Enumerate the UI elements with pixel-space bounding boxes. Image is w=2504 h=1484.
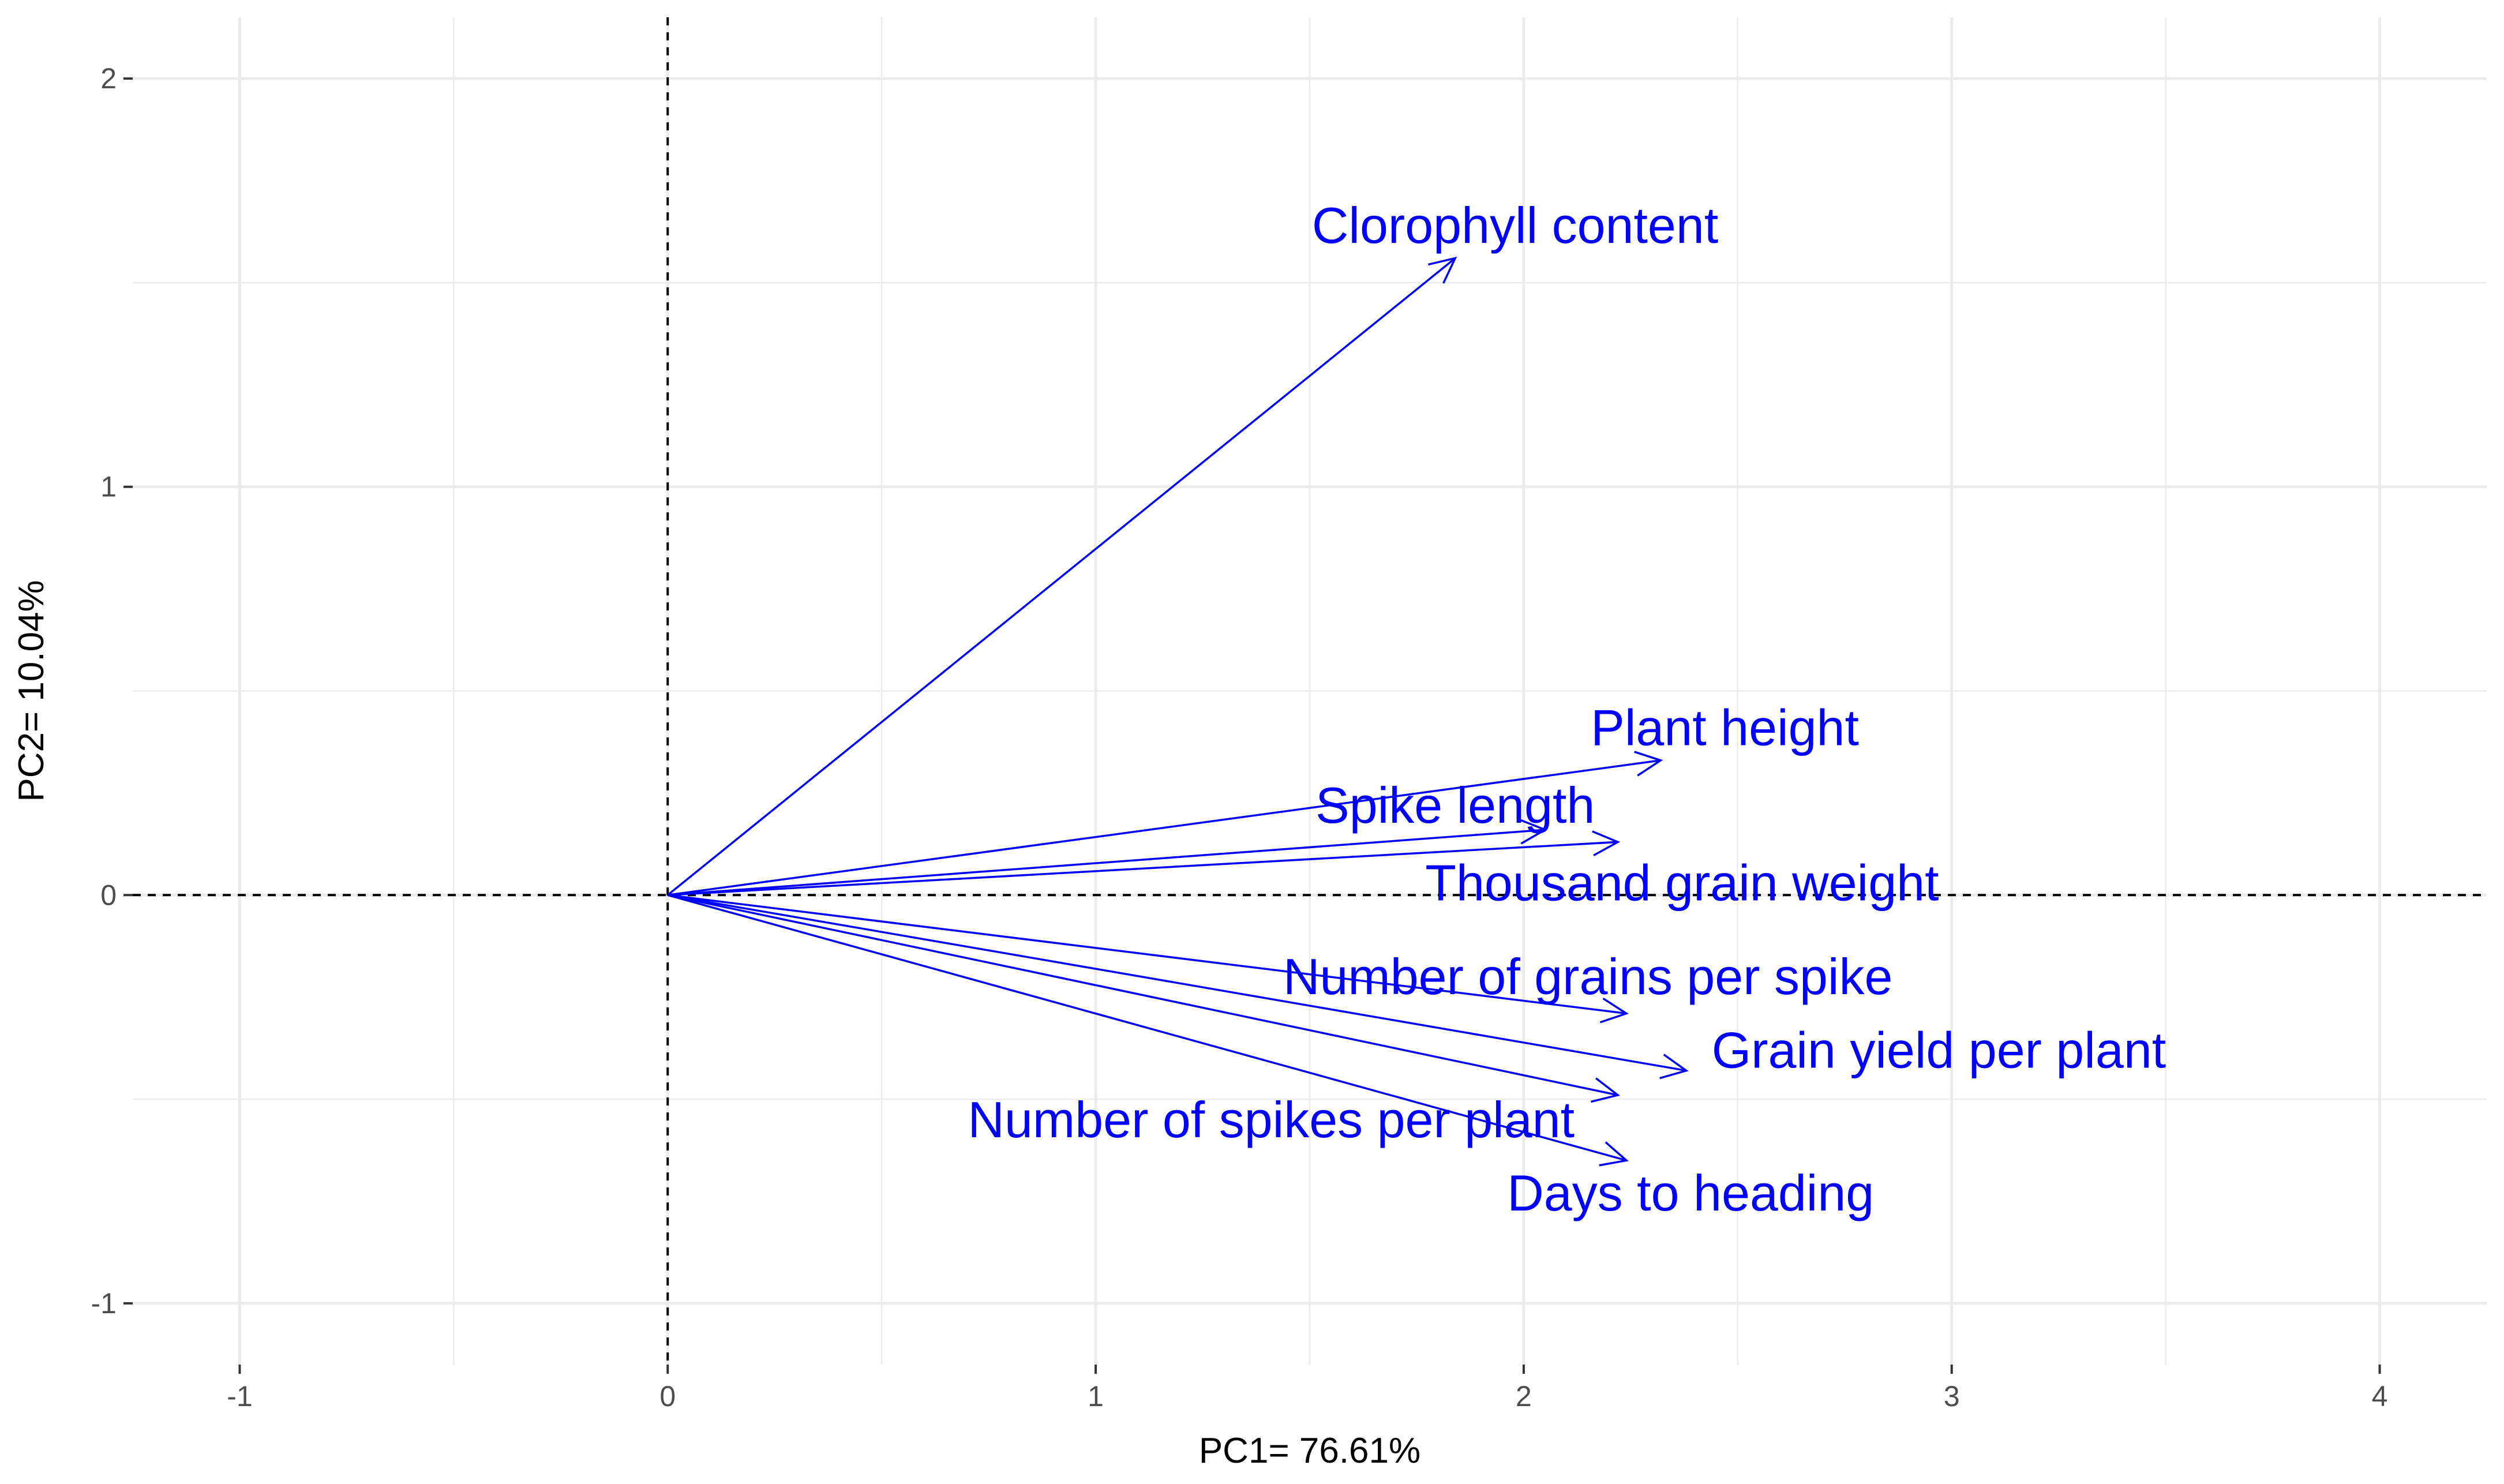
arrowhead-plant-height	[1634, 751, 1663, 777]
vector-days-to-heading	[667, 894, 1627, 1161]
x-axis-title: PC1= 76.61%	[1199, 1431, 1420, 1471]
minor-gridlines	[133, 17, 2487, 1365]
x-tick-label: 2	[1516, 1380, 1532, 1412]
vector-number-of-grains-per-spike	[668, 894, 1627, 1015]
arrowhead-number-of-spikes-per-plant	[1591, 1077, 1621, 1103]
x-axis-ticks: -1 0 1 2 3 4	[227, 1365, 2387, 1412]
major-gridlines	[133, 17, 2487, 1365]
y-axis-ticks: -1 0 1 2	[91, 62, 133, 1320]
label-number-of-spikes-per-plant: Number of spikes per plant	[968, 1091, 1575, 1148]
x-tick-label: 0	[659, 1380, 676, 1412]
y-tick-label: 0	[100, 879, 117, 911]
loading-labels: Clorophyll content Plant height Spike leng…	[968, 197, 2166, 1221]
label-days-to-heading: Days to heading	[1507, 1164, 1874, 1221]
arrowhead-thousand-grain-weight	[1592, 830, 1621, 857]
label-spike-length: Spike length	[1315, 777, 1595, 834]
label-number-of-grains-per-spike: Number of grains per spike	[1283, 948, 1892, 1005]
arrowhead-days-to-heading	[1599, 1141, 1629, 1167]
vector-number-of-spikes-per-plant	[667, 894, 1618, 1096]
y-tick-label: 2	[100, 62, 117, 95]
x-tick-label: 1	[1088, 1380, 1104, 1412]
label-grain-yield-per-plant: Grain yield per plant	[1712, 1021, 2166, 1078]
vector-thousand-grain-weight	[668, 841, 1618, 897]
vector-grain-yield-per-plant	[667, 894, 1687, 1072]
arrowhead-number-of-grains-per-spike	[1599, 998, 1629, 1024]
reference-lines	[133, 17, 2487, 1365]
arrowhead-spike-length	[1519, 818, 1548, 845]
vector-plant-height	[668, 759, 1661, 897]
x-tick-label: -1	[227, 1380, 252, 1412]
x-tick-label: 4	[2372, 1380, 2388, 1412]
y-tick-label: 1	[100, 471, 117, 503]
label-clorophyll-content: Clorophyll content	[1312, 197, 1718, 254]
y-axis-title: PC2= 10.04%	[12, 580, 51, 801]
y-tick-label: -1	[91, 1287, 117, 1320]
arrowhead-grain-yield-per-plant	[1659, 1054, 1689, 1080]
label-plant-height: Plant height	[1591, 699, 1859, 756]
vector-spike-length	[668, 829, 1546, 897]
vector-clorophyll-content	[667, 257, 1456, 896]
arrowhead-clorophyll-content	[1428, 256, 1457, 284]
loading-vectors	[667, 256, 1689, 1167]
label-thousand-grain-weight: Thousand grain weight	[1425, 854, 1939, 911]
x-tick-label: 3	[1944, 1380, 1960, 1412]
